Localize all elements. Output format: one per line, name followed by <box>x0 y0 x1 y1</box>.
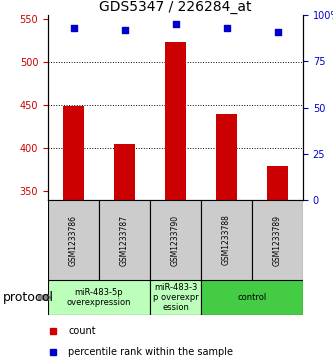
Point <box>173 21 178 27</box>
Text: miR-483-5p
overexpression: miR-483-5p overexpression <box>67 288 131 307</box>
Title: GDS5347 / 226284_at: GDS5347 / 226284_at <box>99 0 252 14</box>
Text: GSM1233787: GSM1233787 <box>120 215 129 265</box>
Text: GSM1233788: GSM1233788 <box>222 215 231 265</box>
Bar <box>201 200 252 280</box>
Text: protocol: protocol <box>3 291 54 304</box>
Point <box>275 29 280 34</box>
Bar <box>216 114 237 200</box>
Bar <box>48 200 99 280</box>
Bar <box>150 200 201 280</box>
Text: count: count <box>68 326 96 336</box>
Bar <box>252 200 303 280</box>
Text: control: control <box>237 293 267 302</box>
Text: GSM1233789: GSM1233789 <box>273 215 282 265</box>
Text: GSM1233790: GSM1233790 <box>171 215 180 266</box>
Bar <box>165 42 186 200</box>
Bar <box>48 280 150 315</box>
Bar <box>201 280 303 315</box>
Point <box>122 27 127 33</box>
Bar <box>150 280 201 315</box>
Bar <box>114 144 135 200</box>
Point <box>71 25 76 31</box>
Point <box>224 25 229 31</box>
Bar <box>99 200 150 280</box>
Bar <box>63 106 84 200</box>
Text: percentile rank within the sample: percentile rank within the sample <box>68 347 233 357</box>
Text: miR-483-3
p overexpr
ession: miR-483-3 p overexpr ession <box>153 283 198 313</box>
Text: GSM1233786: GSM1233786 <box>69 215 78 265</box>
Bar <box>267 166 288 200</box>
